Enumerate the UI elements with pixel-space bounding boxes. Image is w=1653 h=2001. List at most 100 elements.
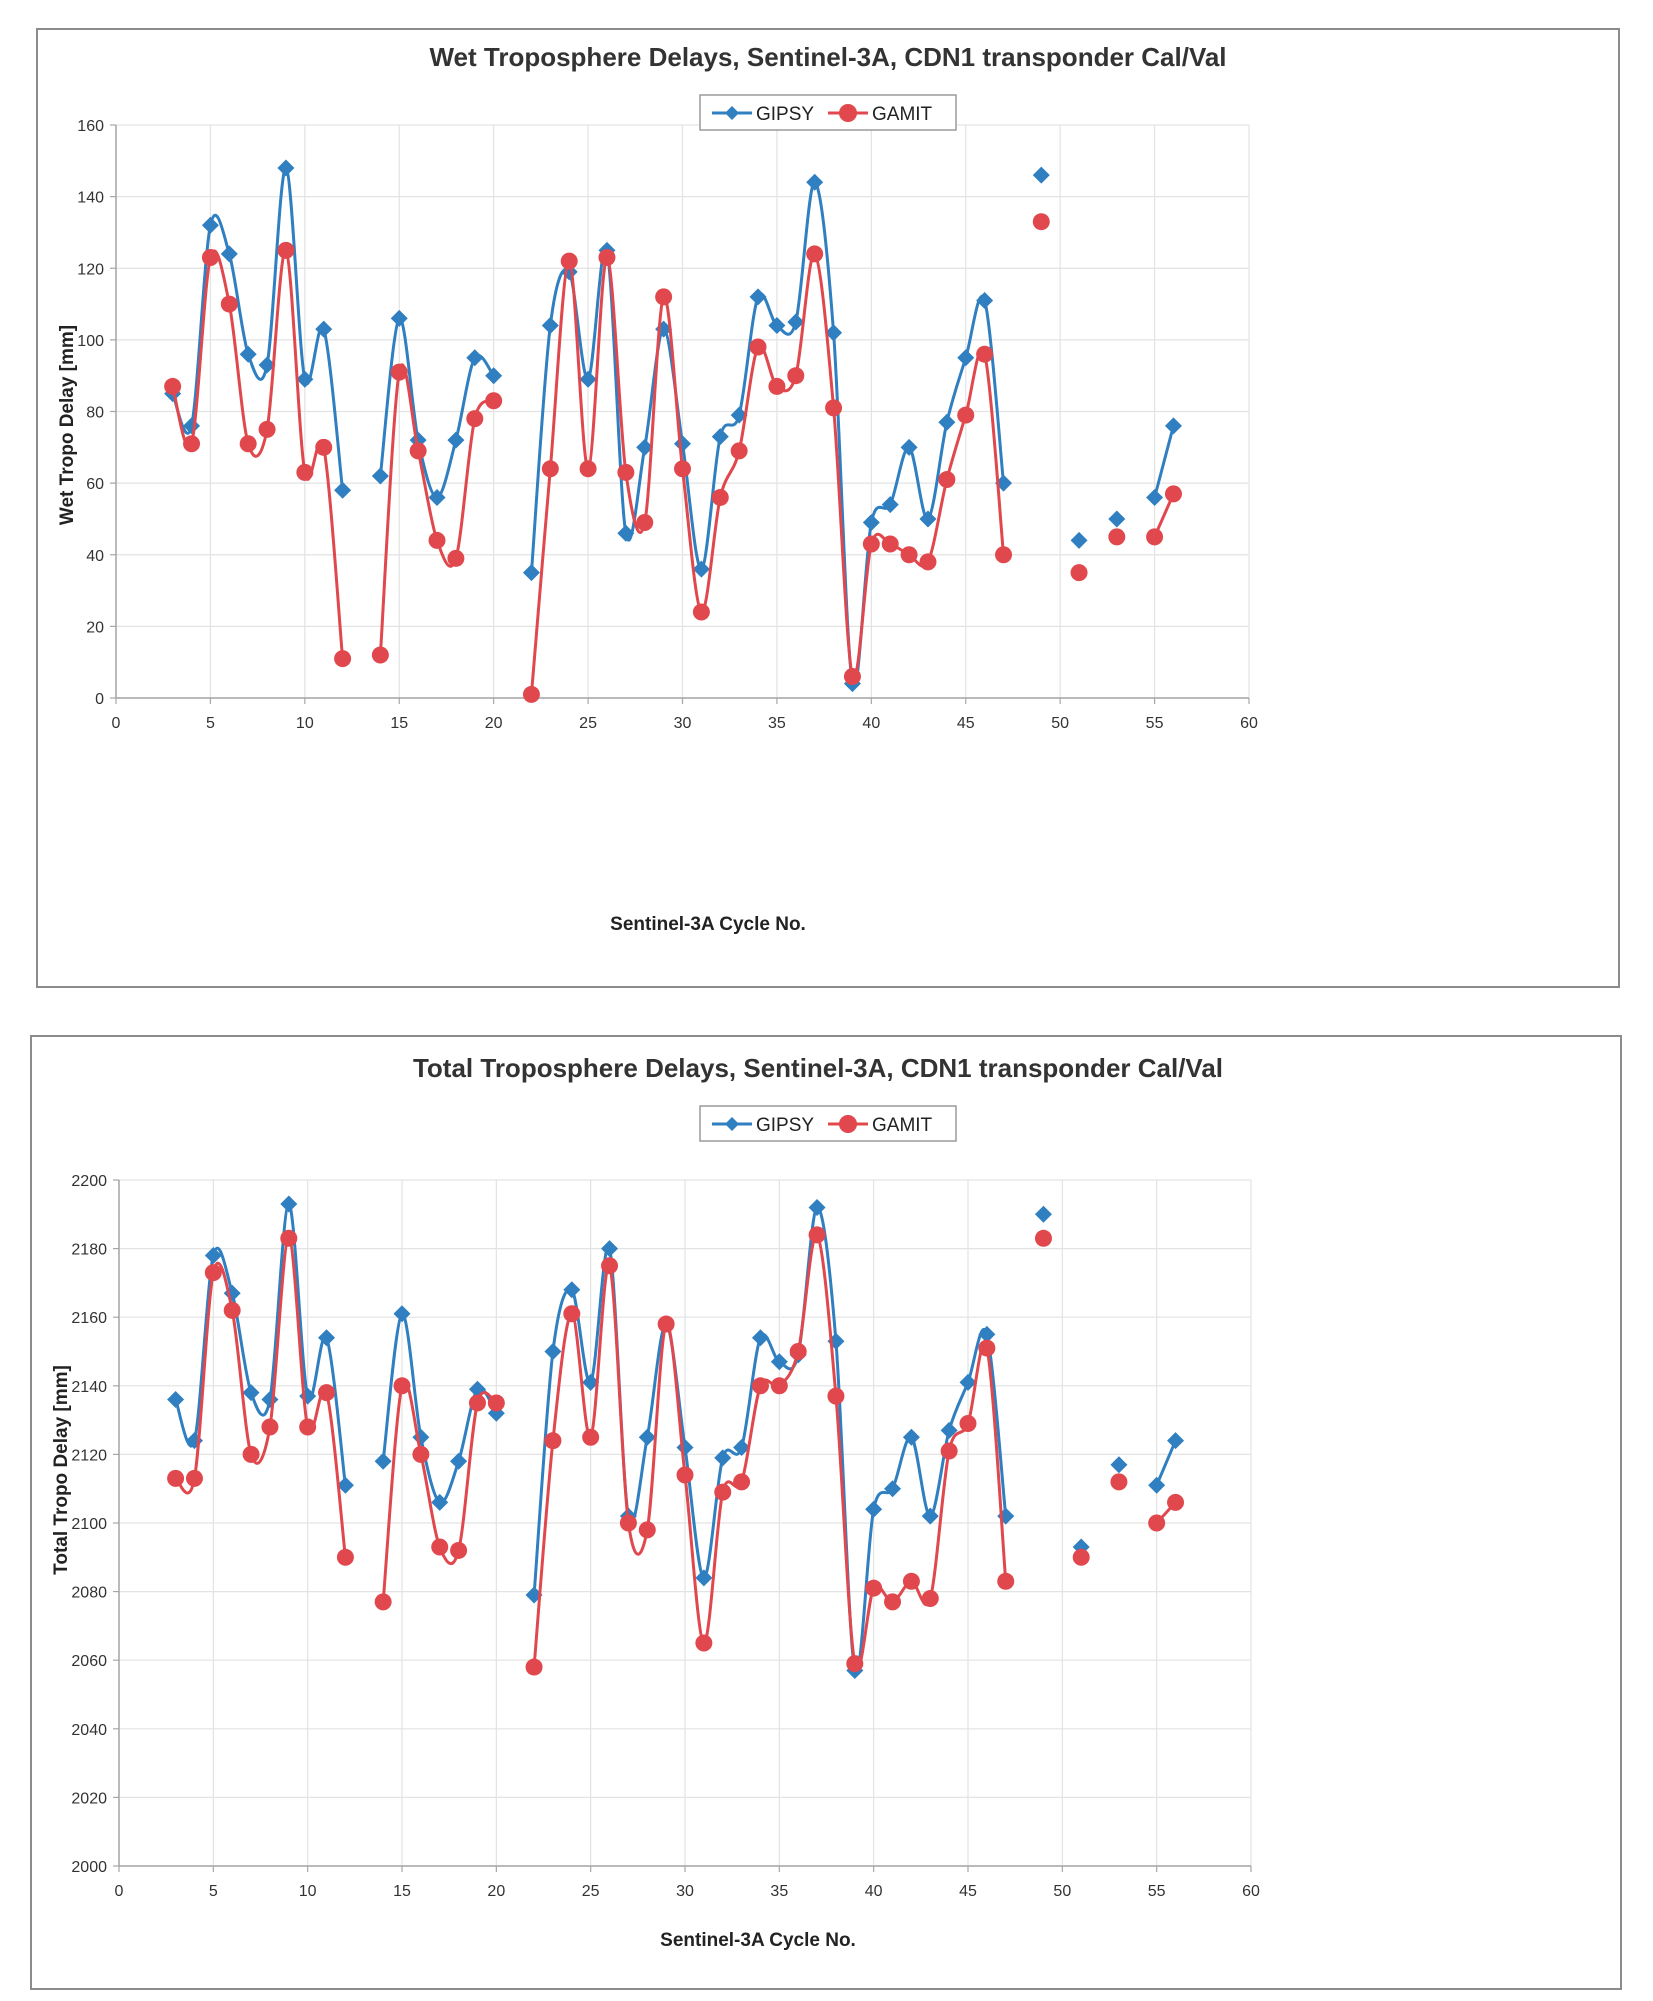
gipsy-point [1032, 166, 1050, 184]
gipsy-point [318, 1329, 336, 1347]
legend-gipsy-marker [725, 106, 739, 120]
gipsy-point [806, 173, 824, 191]
gipsy-point [582, 1373, 600, 1391]
y-tick-label: 2160 [71, 1310, 107, 1327]
gamit-point [619, 1514, 637, 1532]
gipsy-point [223, 1284, 241, 1302]
gipsy-point [695, 1569, 713, 1587]
gamit-point [1032, 213, 1050, 231]
gipsy-line [378, 316, 495, 499]
gamit-point [334, 650, 352, 668]
gipsy-point [336, 1476, 354, 1494]
legend-gamit-marker [839, 104, 857, 122]
gamit-point [825, 399, 843, 417]
gamit-point [374, 1593, 392, 1611]
gipsy-point [167, 1391, 185, 1409]
chart-title: Total Troposphere Delays, Sentinel-3A, C… [413, 1053, 1223, 1083]
gamit-point [1108, 528, 1126, 546]
axes [113, 1179, 1252, 1872]
gamit-point [223, 1301, 241, 1319]
gamit-point [563, 1305, 581, 1323]
y-tick-label: 160 [77, 118, 104, 135]
gamit-point [749, 338, 767, 356]
x-tick-label: 35 [768, 715, 786, 732]
y-tick-label: 40 [86, 548, 104, 565]
gamit-point [919, 553, 937, 571]
gamit-point [997, 1572, 1015, 1590]
x-tick-label: 25 [582, 1883, 600, 1900]
gamit-point [431, 1538, 449, 1556]
gipsy-point [466, 349, 484, 367]
gipsy-point [976, 291, 994, 309]
gamit-point [674, 460, 691, 478]
series-gipsy [167, 1195, 1185, 1679]
y-tick-label: 2200 [71, 1173, 107, 1190]
y-tick-label: 2020 [71, 1790, 107, 1807]
gipsy-point [808, 1198, 826, 1216]
gamit-point [280, 1229, 298, 1247]
gipsy-point [1034, 1205, 1052, 1223]
gamit-point [261, 1418, 279, 1436]
gipsy-point [296, 370, 314, 388]
gipsy-point [617, 524, 635, 542]
gipsy-point [1148, 1476, 1166, 1494]
gamit-point [167, 1469, 185, 1487]
x-tick-label: 20 [485, 715, 503, 732]
gamit-point [601, 1257, 619, 1275]
gipsy-point [447, 431, 465, 449]
gamit-point [522, 685, 540, 703]
gipsy-point [371, 467, 389, 485]
gamit-point [468, 1394, 486, 1412]
gipsy-point [978, 1325, 996, 1343]
data-series [164, 159, 1182, 703]
gipsy-point [714, 1449, 732, 1467]
gipsy-point [428, 488, 446, 506]
gamit-point [598, 249, 616, 267]
gipsy-line [1155, 1440, 1177, 1486]
gamit-point [582, 1428, 600, 1446]
gipsy-point [374, 1452, 392, 1470]
gamit-point [978, 1339, 996, 1357]
gipsy-point [393, 1305, 411, 1323]
legend-gamit-label: GAMIT [872, 104, 933, 125]
gamit-point [393, 1377, 411, 1395]
gipsy-point [940, 1421, 958, 1439]
gamit-point [560, 252, 578, 270]
gamit-point [827, 1387, 845, 1405]
gipsy-point [541, 317, 559, 335]
gamit-point [466, 410, 484, 428]
y-axis-label: Total Tropo Delay [mm] [51, 1365, 72, 1575]
gamit-point [336, 1548, 354, 1566]
y-tick-label: 2060 [71, 1653, 107, 1670]
gamit-point [1034, 1229, 1052, 1247]
gamit-point [318, 1384, 336, 1402]
gamit-point [1164, 485, 1182, 503]
gamit-point [183, 435, 201, 453]
x-axis-label: Sentinel-3A Cycle No. [660, 1930, 856, 1951]
x-tick-label: 60 [1242, 1883, 1260, 1900]
x-tick-label: 20 [487, 1883, 505, 1900]
gamit-line [171, 248, 345, 659]
gipsy-point [220, 245, 238, 263]
y-tick-label: 2000 [71, 1859, 107, 1876]
gamit-point [617, 463, 635, 481]
gipsy-point [563, 1281, 581, 1299]
x-tick-label: 50 [1051, 715, 1069, 732]
gipsy-point [676, 1439, 694, 1457]
gipsy-point [674, 435, 691, 453]
gipsy-line [174, 1202, 347, 1486]
y-tick-label: 140 [77, 190, 104, 207]
y-tick-label: 2140 [71, 1379, 107, 1396]
y-tick-label: 2180 [71, 1242, 107, 1259]
gamit-point [787, 367, 805, 385]
wet-troposphere-chart-panel: 0 20 40 60 80 100 120 140 160 0 5 10 15 20 25 30 35 40 45… [36, 28, 1620, 988]
legend-gipsy-marker [725, 1117, 739, 1131]
gipsy-point [865, 1500, 883, 1518]
x-tick-label: 5 [209, 1883, 218, 1900]
gamit-point [544, 1432, 562, 1450]
x-tick-label: 5 [206, 715, 215, 732]
gipsy-point [242, 1384, 260, 1402]
gamit-point [730, 442, 748, 460]
gamit-line [381, 1379, 498, 1603]
gamit-point [676, 1466, 694, 1484]
